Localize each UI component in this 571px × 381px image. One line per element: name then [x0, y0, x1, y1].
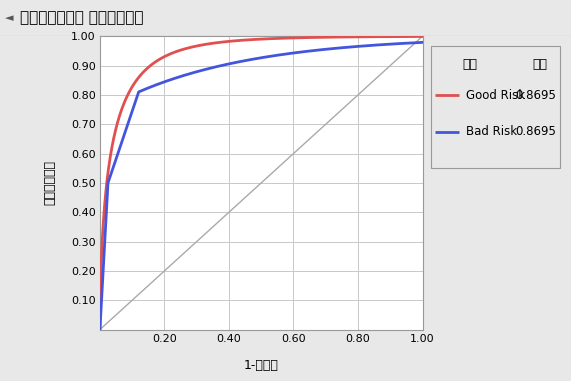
- Text: Good Risk: Good Risk: [466, 88, 525, 102]
- Text: 0.8695: 0.8695: [515, 88, 556, 102]
- Text: 1-特异度: 1-特异度: [244, 359, 279, 372]
- Text: 0.8695: 0.8695: [515, 125, 556, 138]
- Text: 面积: 面积: [533, 58, 548, 71]
- Text: 不良: 不良: [462, 58, 477, 71]
- Text: 受试者操作特征 在训练数据上: 受试者操作特征 在训练数据上: [20, 11, 143, 26]
- Text: Bad Risk: Bad Risk: [466, 125, 517, 138]
- Text: 灵敏度真阳性: 灵敏度真阳性: [43, 160, 57, 205]
- Text: ◄: ◄: [5, 13, 13, 23]
